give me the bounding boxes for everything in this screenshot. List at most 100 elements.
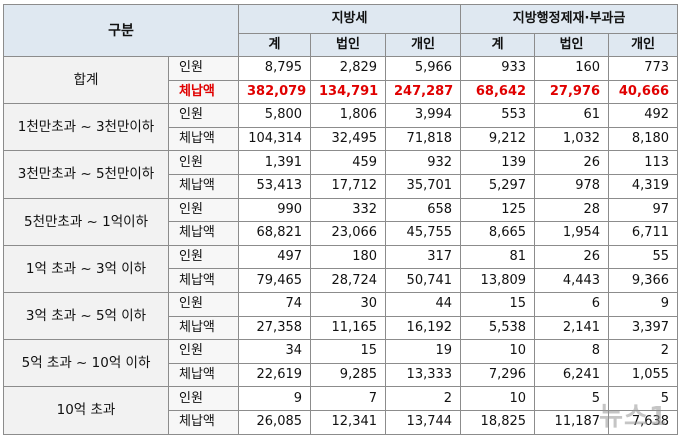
amount-value: 32,495 xyxy=(310,126,387,152)
table-row: 3억 초과 ~ 5억 이하 인원 74 30 44 15 6 9 xyxy=(3,291,679,341)
people-value: 7 xyxy=(310,386,387,411)
people-label: 인원 xyxy=(167,291,240,317)
amount-value: 247,287 xyxy=(385,79,462,105)
people-value: 8 xyxy=(534,339,610,364)
people-value: 3,994 xyxy=(385,103,462,128)
amount-value: 7,638 xyxy=(608,409,679,435)
people-value: 34 xyxy=(238,339,312,364)
people-value: 6 xyxy=(534,291,610,317)
header-sub-indiv: 개인 xyxy=(385,33,462,57)
header-category: 구분 xyxy=(2,4,240,57)
row-category: 10억 초과 xyxy=(3,386,169,435)
people-value: 332 xyxy=(310,197,387,223)
people-value: 15 xyxy=(460,291,536,317)
table-row: 합계 인원 8,795 2,829 5,966 933 160 773 xyxy=(3,55,679,105)
row-category: 5천만초과 ~ 1억이하 xyxy=(3,197,169,246)
amount-value: 382,079 xyxy=(238,79,312,105)
header-sub-corp: 법인 xyxy=(534,33,610,57)
people-value: 44 xyxy=(385,291,462,317)
people-value: 9 xyxy=(608,291,679,317)
amount-label: 체납액 xyxy=(167,315,240,341)
people-value: 26 xyxy=(534,150,610,175)
amount-value: 16,192 xyxy=(385,315,462,341)
amount-label: 체납액 xyxy=(167,173,240,199)
amount-value: 71,818 xyxy=(385,126,462,152)
amount-value: 9,366 xyxy=(608,268,679,293)
people-value: 97 xyxy=(608,197,679,223)
amount-value: 1,032 xyxy=(534,126,610,152)
people-value: 28 xyxy=(534,197,610,223)
amount-value: 6,711 xyxy=(608,221,679,246)
amount-value: 1,954 xyxy=(534,221,610,246)
table-row: 체납액 26,085 12,341 13,744 18,825 11,187 7,638 xyxy=(4,409,679,435)
people-label: 인원 xyxy=(167,339,240,364)
table-row: 3천만초과 ~ 5천만이하 인원 1,391 459 932 139 26 113 xyxy=(3,150,679,199)
table-row: 5천만초과 ~ 1억이하 인원 990 332 658 125 28 97 xyxy=(3,197,679,246)
row-category: 3억 초과 ~ 5억 이하 xyxy=(3,291,169,341)
header-local-tax: 지방세 xyxy=(238,4,462,34)
people-value: 19 xyxy=(385,339,462,364)
people-label: 인원 xyxy=(167,103,240,128)
people-value: 553 xyxy=(460,103,536,128)
amount-value: 40,666 xyxy=(608,79,679,105)
amount-value: 27,358 xyxy=(238,315,312,341)
amount-value: 9,212 xyxy=(460,126,536,152)
amount-value: 18,825 xyxy=(460,409,536,435)
amount-value: 9,285 xyxy=(310,362,387,388)
people-value: 459 xyxy=(310,150,387,175)
amount-value: 13,809 xyxy=(460,268,536,293)
amount-value: 2,141 xyxy=(534,315,610,341)
row-category: 1억 초과 ~ 3억 이하 xyxy=(3,244,169,293)
amount-value: 79,465 xyxy=(238,268,312,293)
people-value: 2 xyxy=(608,339,679,364)
people-value: 2 xyxy=(385,386,462,411)
people-value: 1,806 xyxy=(310,103,387,128)
people-value: 317 xyxy=(385,244,462,270)
people-value: 1,391 xyxy=(238,150,312,175)
header-sub-indiv: 개인 xyxy=(608,33,679,57)
table-body: 합계 인원 8,795 2,829 5,966 933 160 773 체납액 382,079 13… xyxy=(3,55,679,435)
amount-value: 68,821 xyxy=(238,221,312,246)
row-category: 1천만초과 ~ 3천만이하 xyxy=(3,103,169,152)
row-category: 합계 xyxy=(3,55,169,105)
header-sub-corp: 법인 xyxy=(310,33,387,57)
amount-value: 17,712 xyxy=(310,173,387,199)
amount-value: 134,791 xyxy=(310,79,387,105)
amount-value: 6,241 xyxy=(534,362,610,388)
amount-value: 68,642 xyxy=(460,79,536,105)
people-value: 15 xyxy=(310,339,387,364)
header-row-sub: 계 법인 개인 계 법인 개인 xyxy=(4,33,679,57)
people-value: 990 xyxy=(238,197,312,223)
header-sub-total: 계 xyxy=(460,33,536,57)
people-value: 139 xyxy=(460,150,536,175)
people-value: 5 xyxy=(608,386,679,411)
amount-value: 28,724 xyxy=(310,268,387,293)
people-value: 10 xyxy=(460,339,536,364)
arrears-table: 구분 지방세 지방행정제재·부과금 계 법인 개인 계 법인 개인 합계 인원 8,… xyxy=(2,4,679,435)
table-row: 1천만초과 ~ 3천만이하 인원 5,800 1,806 3,994 553 61 492 xyxy=(3,103,679,152)
amount-label: 체납액 xyxy=(167,362,240,388)
table-row: 체납액 382,079 134,791 247,287 68,642 27,976 40,6… xyxy=(4,79,679,105)
people-value: 180 xyxy=(310,244,387,270)
amount-value: 35,701 xyxy=(385,173,462,199)
people-value: 160 xyxy=(534,56,610,81)
amount-value: 4,319 xyxy=(608,173,679,199)
amount-value: 22,619 xyxy=(238,362,312,388)
amount-value: 45,755 xyxy=(385,221,462,246)
people-value: 10 xyxy=(460,386,536,411)
amount-value: 7,296 xyxy=(460,362,536,388)
amount-label: 체납액 xyxy=(167,79,240,105)
amount-value: 12,341 xyxy=(310,409,387,435)
amount-label: 체납액 xyxy=(167,268,240,293)
table-row: 5억 초과 ~ 10억 이하 인원 34 15 19 10 8 2 xyxy=(3,339,679,388)
table-row: 체납액 79,465 28,724 50,741 13,809 4,443 9,366 xyxy=(4,268,679,293)
amount-value: 104,314 xyxy=(238,126,312,152)
amount-value: 978 xyxy=(534,173,610,199)
people-label: 인원 xyxy=(167,386,240,411)
amount-value: 50,741 xyxy=(385,268,462,293)
people-value: 658 xyxy=(385,197,462,223)
people-value: 55 xyxy=(608,244,679,270)
amount-value: 11,187 xyxy=(534,409,610,435)
amount-value: 5,297 xyxy=(460,173,536,199)
people-value: 5,800 xyxy=(238,103,312,128)
